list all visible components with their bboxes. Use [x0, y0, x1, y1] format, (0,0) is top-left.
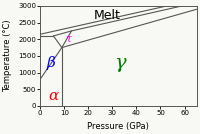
Text: γ: γ — [114, 54, 125, 72]
Text: β: β — [47, 56, 55, 70]
Text: α: α — [48, 90, 59, 103]
Text: τ: τ — [65, 34, 71, 44]
X-axis label: Pressure (GPa): Pressure (GPa) — [87, 122, 149, 131]
Y-axis label: Temperature (°C): Temperature (°C) — [3, 20, 12, 92]
Text: Melt: Melt — [94, 10, 121, 23]
